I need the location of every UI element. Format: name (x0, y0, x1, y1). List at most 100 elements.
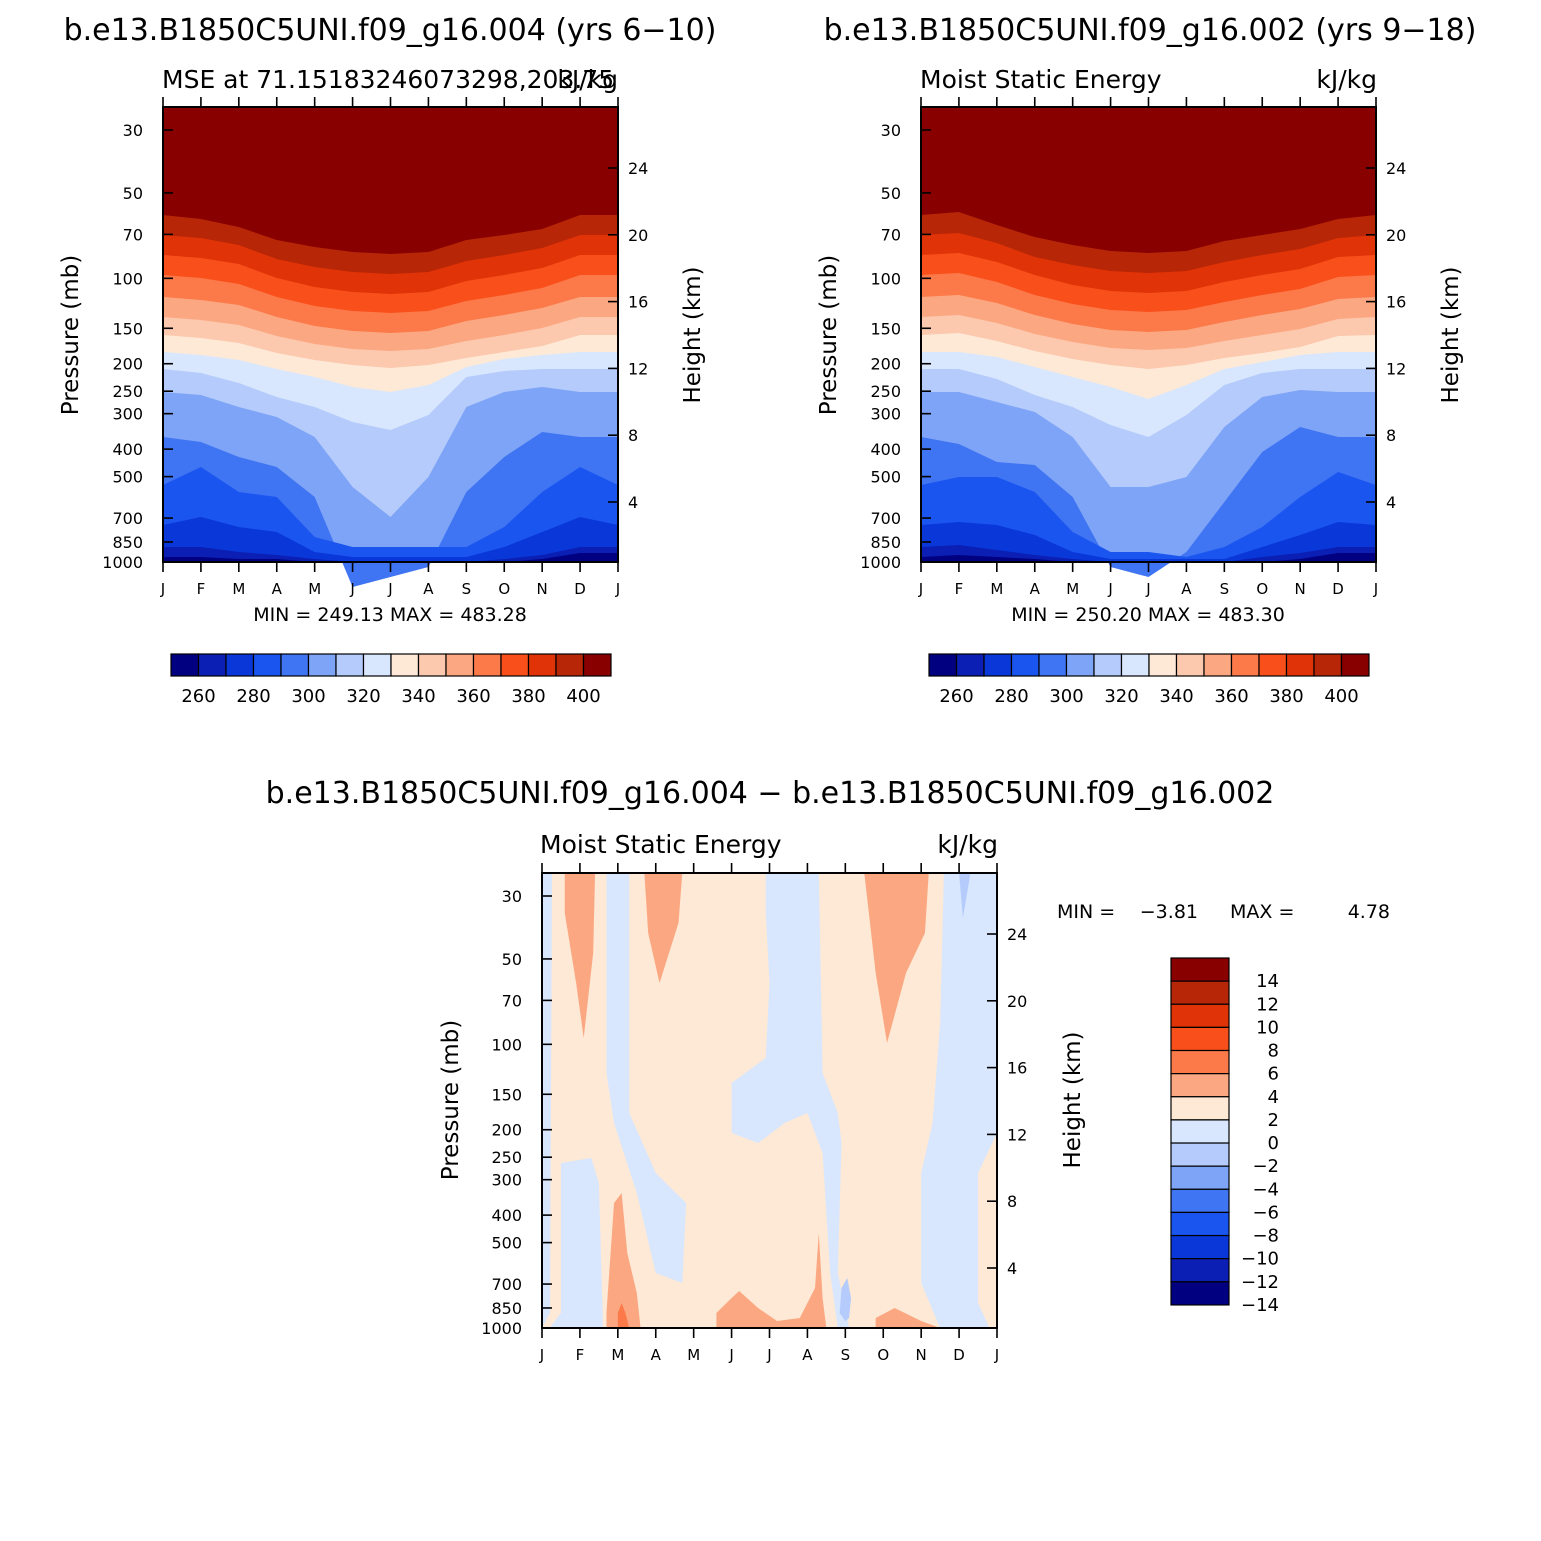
height-tick-label: 24 (628, 159, 648, 178)
pressure-tick-label: 1000 (481, 1319, 522, 1338)
height-tick-label: 12 (1386, 359, 1406, 378)
pressure-tick-label: 50 (123, 184, 143, 203)
pressure-tick-label: 200 (112, 355, 143, 374)
panel3-max-label: MAX = (1230, 901, 1294, 923)
panel1-minmax: MIN = 249.13 MAX = 483.28 (253, 604, 527, 626)
colorbar-swatch (500, 653, 530, 677)
colorbar-label: 12 (1256, 994, 1279, 1015)
colorbar-swatch (1170, 957, 1230, 982)
panel3-max-value: 4.78 (1348, 901, 1390, 923)
colorbar-swatch (1170, 1119, 1230, 1144)
panel2-ylabel-right: Height (km) (1438, 266, 1464, 403)
colorbar-swatch (1230, 653, 1260, 677)
colorbar-label: 2 (1268, 1110, 1279, 1131)
colorbar-swatch (1313, 653, 1343, 677)
colorbar-swatch (1170, 980, 1230, 1005)
month-tick-label: J (349, 580, 354, 598)
month-tick-label: D (953, 1346, 965, 1364)
pressure-tick-label: 250 (491, 1148, 522, 1167)
month-tick-label: A (1181, 580, 1192, 598)
contour-band (921, 522, 1376, 562)
colorbar-label: 400 (566, 686, 600, 707)
contour-band (716, 1233, 827, 1328)
contour-band (163, 553, 618, 562)
panel2-ylabel: Pressure (mb) (816, 255, 842, 415)
panel-top-right: b.e13.B1850C5UNI.f09_g16.002 (yrs 9−18) … (816, 13, 1476, 707)
height-tick-label: 20 (1386, 226, 1406, 245)
month-tick-label: M (611, 1346, 624, 1364)
contour-band (731, 873, 850, 1328)
contour-band (606, 873, 687, 1283)
colorbar-swatch (1170, 1096, 1230, 1121)
panel2-subtitle-right: kJ/kg (1316, 65, 1377, 94)
panel1-ylabel-right: Height (km) (680, 266, 706, 403)
colorbar-swatch (1065, 653, 1095, 677)
colorbar-label: 10 (1256, 1017, 1279, 1038)
contour-band (875, 1308, 941, 1328)
pressure-tick-label: 700 (491, 1275, 522, 1294)
pressure-tick-label: 50 (881, 184, 901, 203)
pressure-tick-label: 30 (123, 121, 143, 140)
colorbar-swatch (417, 653, 447, 677)
height-tick-label: 20 (628, 226, 648, 245)
panel2-case-title: b.e13.B1850C5UNI.f09_g16.002 (yrs 9−18) (824, 13, 1477, 48)
month-tick-label: N (916, 1346, 927, 1364)
pressure-tick-label: 400 (870, 440, 901, 459)
pressure-tick-label: 250 (870, 382, 901, 401)
pressure-tick-label: 100 (870, 269, 901, 288)
colorbar-swatch (252, 653, 282, 677)
pressure-tick-label: 50 (502, 950, 522, 969)
colorbar-swatch (1038, 653, 1068, 677)
pressure-tick-label: 500 (112, 468, 143, 487)
colorbar-swatch (472, 653, 502, 677)
panel3-subtitle-left: Moist Static Energy (540, 830, 782, 859)
month-tick-label: F (576, 1346, 585, 1364)
colorbar-swatch (170, 653, 200, 677)
colorbar-swatch (1170, 1142, 1230, 1167)
colorbar-label: −6 (1252, 1202, 1279, 1223)
pressure-tick-label: 700 (112, 509, 143, 528)
month-tick-label: M (990, 580, 1003, 598)
colorbar-label: 4 (1268, 1087, 1279, 1108)
colorbar-swatch (527, 653, 557, 677)
colorbar-label: 360 (1214, 686, 1248, 707)
pressure-tick-label: 150 (870, 319, 901, 338)
colorbar-label: 280 (994, 686, 1028, 707)
month-tick-label: D (1332, 580, 1344, 598)
month-tick-label: J (160, 580, 165, 598)
pressure-tick-label: 1000 (860, 553, 901, 572)
colorbar-swatch (362, 653, 392, 677)
colorbar-label: 340 (1159, 686, 1193, 707)
height-tick-label: 24 (1007, 925, 1027, 944)
colorbar-swatch (280, 653, 310, 677)
contour-band (163, 547, 618, 562)
colorbar-label: 400 (1324, 686, 1358, 707)
colorbar-label: 260 (939, 686, 973, 707)
colorbar-label: 340 (401, 686, 435, 707)
pressure-tick-label: 700 (870, 509, 901, 528)
panel3-min-label: MIN = (1057, 901, 1115, 923)
pressure-tick-label: 70 (881, 225, 901, 244)
panel-top-left: b.e13.B1850C5UNI.f09_g16.004 (yrs 6−10) … (58, 13, 716, 707)
month-tick-label: M (687, 1346, 700, 1364)
month-tick-label: A (651, 1346, 662, 1364)
pressure-tick-label: 300 (870, 405, 901, 424)
colorbar-label: −10 (1241, 1249, 1279, 1270)
colorbar-swatch (390, 653, 420, 677)
month-tick-label: J (994, 1346, 999, 1364)
month-tick-label: S (841, 1346, 851, 1364)
month-tick-label: J (1145, 580, 1150, 598)
colorbar-swatch (197, 653, 227, 677)
pressure-tick-label: 850 (870, 533, 901, 552)
colorbar-label: 300 (1049, 686, 1083, 707)
colorbar-swatch (1170, 1165, 1230, 1190)
height-tick-label: 8 (1386, 426, 1396, 445)
colorbar-swatch (1170, 1211, 1230, 1237)
colorbar-label: 360 (456, 686, 490, 707)
month-tick-label: A (272, 580, 283, 598)
pressure-tick-label: 500 (870, 468, 901, 487)
month-tick-label: F (955, 580, 964, 598)
